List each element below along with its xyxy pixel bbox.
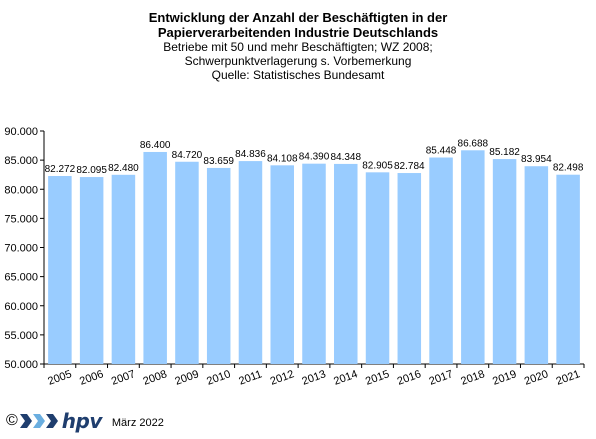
x-tick-label-2009: 2009 <box>173 368 200 388</box>
bar-2012 <box>270 165 294 364</box>
data-label-2015: 82.905 <box>362 160 393 171</box>
x-tick-label-2010: 2010 <box>205 368 232 388</box>
x-tick-label-2017: 2017 <box>428 368 455 388</box>
data-label-2011: 84.836 <box>235 149 266 160</box>
y-tick-label: 50.000 <box>4 359 38 371</box>
y-tick-label: 60.000 <box>4 301 38 313</box>
bar-2020 <box>524 166 549 364</box>
bar-2013 <box>302 163 326 364</box>
bar-2015 <box>365 172 390 364</box>
data-label-2010: 83.659 <box>203 156 234 167</box>
x-tick-label-2012: 2012 <box>269 368 296 388</box>
x-tick-label-2006: 2006 <box>78 368 105 388</box>
chart-title-line2: Papierverarbeitenden Industrie Deutschla… <box>157 25 439 40</box>
bar-2018 <box>461 150 485 364</box>
bar-2010 <box>206 167 231 364</box>
x-tick-label-2018: 2018 <box>459 368 486 388</box>
x-tick-label-2021: 2021 <box>555 368 582 388</box>
copyright-symbol: © <box>6 412 18 429</box>
bar-2007 <box>111 174 136 364</box>
x-tick-label-2011: 2011 <box>237 368 263 387</box>
data-label-2012: 84.108 <box>267 153 298 164</box>
x-tick-label-2015: 2015 <box>364 368 391 388</box>
data-label-2008: 86.400 <box>140 140 171 151</box>
x-tick-label-2007: 2007 <box>110 368 137 388</box>
y-tick-label: 80.000 <box>4 184 38 196</box>
data-label-2021: 82.498 <box>553 163 584 174</box>
bar-2011 <box>238 161 263 364</box>
x-tick-label-2016: 2016 <box>396 368 423 388</box>
bar-2006 <box>79 177 104 364</box>
chart-subtitle-1: Betriebe mit 50 und mehr Beschäftigten; … <box>163 40 433 54</box>
footer: © hpv März 2022 <box>6 409 164 433</box>
bar-2021 <box>556 174 580 364</box>
x-tick-label-2005: 2005 <box>46 368 73 388</box>
data-label-2016: 82.784 <box>394 161 425 172</box>
y-tick-label: 75.000 <box>4 213 38 225</box>
y-tick-label: 90.000 <box>4 126 38 138</box>
footer-date: März 2022 <box>111 416 164 429</box>
data-label-2017: 85.448 <box>426 146 457 157</box>
x-tick-label-2013: 2013 <box>300 368 327 388</box>
chart-subtitle-2: Schwerpunktverlagerung s. Vorbemerkung <box>184 54 412 68</box>
x-tick-label-2020: 2020 <box>523 368 550 388</box>
bar-2008 <box>143 151 167 364</box>
data-label-2014: 84.348 <box>330 152 361 163</box>
data-label-2006: 82.095 <box>76 165 107 176</box>
data-label-2009: 84.720 <box>172 150 203 161</box>
bar-2005 <box>48 176 72 364</box>
data-label-2018: 86.688 <box>458 138 489 149</box>
data-label-2007: 82.480 <box>108 163 139 174</box>
hpv-chevron-logo-icon <box>19 414 58 428</box>
x-tick-label-2019: 2019 <box>491 368 518 388</box>
x-tick-label-2008: 2008 <box>142 368 169 388</box>
y-tick-label: 65.000 <box>4 272 38 284</box>
chart-title: Entwicklung der Anzahl der Beschäftigten… <box>148 10 448 25</box>
chart-title-block: Entwicklung der Anzahl der Beschäftigten… <box>0 10 596 82</box>
data-label-2005: 82.272 <box>45 164 76 175</box>
x-tick-label-2014: 2014 <box>332 368 359 388</box>
hpv-logo-text: hpv <box>61 409 103 433</box>
bar-2016 <box>397 173 422 364</box>
data-label-2013: 84.390 <box>299 152 330 163</box>
bar-2009 <box>175 161 199 364</box>
chart-subtitle-3: Quelle: Statistisches Bundesamt <box>211 68 385 82</box>
bar-2019 <box>492 159 517 364</box>
y-tick-label: 70.000 <box>4 243 38 255</box>
y-tick-label: 85.000 <box>4 155 38 167</box>
bar-2014 <box>334 163 358 364</box>
bar-2017 <box>429 157 453 364</box>
data-label-2019: 85.182 <box>489 147 520 158</box>
data-label-2020: 83.954 <box>521 154 552 165</box>
y-tick-label: 55.000 <box>4 330 38 342</box>
